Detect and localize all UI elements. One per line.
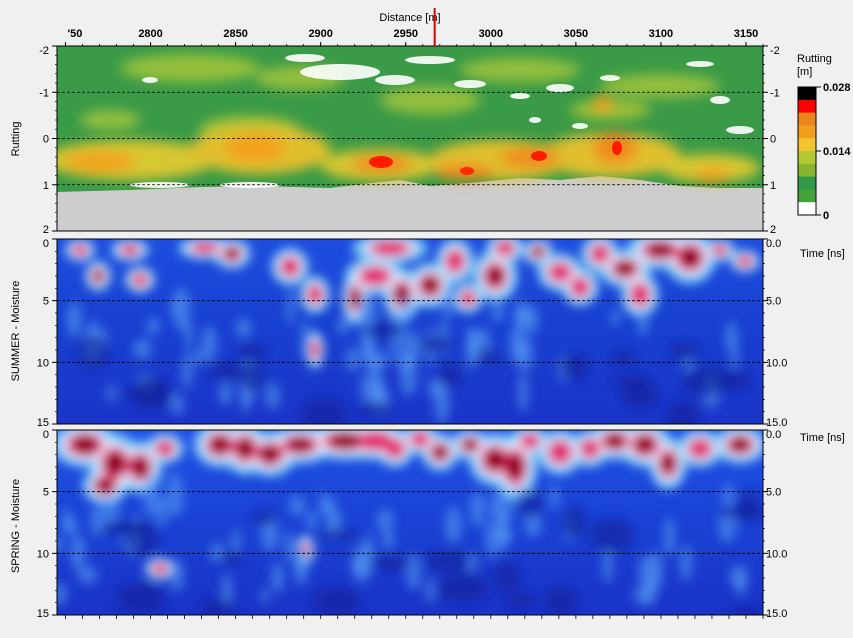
y-tick-label-right: 0 — [770, 134, 776, 146]
distance-axis-label: Distance [m] — [379, 12, 440, 24]
rutting-colorbar: Rutting [m] 0.028 0.014 0 — [797, 53, 851, 222]
colorbar-segment — [798, 87, 816, 101]
rutting-gap — [529, 117, 541, 123]
colorbar-mid-label: 0.014 — [823, 146, 851, 158]
bottom-axis-ticks — [65, 615, 764, 619]
y-tick-label-left: -2 — [39, 45, 49, 57]
rutting-no-data-area — [57, 176, 763, 231]
rutting-gap — [285, 54, 325, 62]
y-tick-label-right: 15.0 — [766, 417, 787, 429]
rutting-gap — [142, 77, 158, 83]
y-tick-label-right: 5.0 — [766, 296, 781, 308]
colorbar-segment — [798, 163, 816, 178]
y-tick-label-right: -2 — [770, 45, 780, 57]
y-tick-label-left: 15 — [37, 417, 49, 429]
colorbar-segment — [798, 99, 816, 114]
y-tick-label-right: 5.0 — [766, 487, 781, 499]
colorbar-title: Rutting — [797, 53, 832, 65]
rutting-hotspots — [369, 141, 622, 175]
colorbar-segment — [798, 151, 816, 165]
colorbar-segment — [798, 189, 816, 203]
rutting-gap — [710, 96, 730, 104]
x-tick-label: 3100 — [649, 28, 673, 40]
rutting-gap — [405, 56, 455, 64]
rutting-gap — [300, 64, 380, 80]
y-tick-label-left: 10 — [37, 548, 49, 560]
x-tick-label: 3000 — [479, 28, 503, 40]
rutting-gap — [375, 75, 415, 85]
y-tick-label-right: 10.0 — [766, 548, 787, 560]
colorbar-max-label: 0.028 — [823, 82, 851, 94]
colorbar-segment — [798, 125, 816, 139]
summer-blobs — [64, 239, 761, 424]
y-tick-label-left: 10 — [37, 357, 49, 369]
x-tick-label: 2950 — [394, 28, 418, 40]
rutting-gap — [454, 80, 486, 88]
colorbar-segment — [798, 176, 816, 190]
rutting-axis-label: Rutting — [10, 122, 22, 157]
colorbar-unit: [m] — [797, 66, 812, 78]
x-tick-label: 2800 — [138, 28, 162, 40]
spring-blobs — [57, 430, 763, 615]
y-tick-label-left: 2 — [43, 224, 49, 236]
x-tick-label: 2850 — [223, 28, 247, 40]
rutting-gap — [600, 75, 620, 81]
spring-axis-label: SPRING - Moisture — [10, 479, 22, 573]
x-tick-label: '50 — [68, 28, 83, 40]
colorbar-segment — [798, 112, 816, 126]
y-tick-label-left: 5 — [43, 487, 49, 499]
rutting-gap — [572, 123, 588, 129]
y-tick-label-left: -1 — [39, 87, 49, 99]
x-tick-label: 2900 — [308, 28, 332, 40]
colorbar-segment — [798, 138, 816, 152]
spring-time-label: Time [ns] — [800, 432, 845, 444]
y-tick-label-right: 0.0 — [766, 429, 781, 441]
colorbar-segment — [798, 202, 816, 216]
rutting-gap — [510, 93, 530, 99]
rutting-panel: -2 -1 0 1 2 -2 -1 0 1 2 Rutting — [10, 45, 780, 236]
summer-time-label: Time [ns] — [800, 248, 845, 260]
y-tick-label-left: 0 — [43, 238, 49, 250]
x-tick-label: 3150 — [734, 28, 758, 40]
y-tick-label-right: 15.0 — [766, 608, 787, 620]
y-tick-label-right: 1 — [770, 180, 776, 192]
y-tick-label-left: 1 — [43, 180, 49, 192]
y-tick-label-left: 0 — [43, 134, 49, 146]
y-tick-label-left: 15 — [37, 608, 49, 620]
x-tick-label: 3050 — [564, 28, 588, 40]
y-tick-label-right: -1 — [770, 87, 780, 99]
y-tick-label-right: 10.0 — [766, 357, 787, 369]
y-tick-label-right: 0.0 — [766, 238, 781, 250]
y-tick-label-left: 0 — [43, 429, 49, 441]
summer-axis-label: SUMMER - Moisture — [10, 281, 22, 382]
colorbar-min-label: 0 — [823, 210, 829, 222]
rutting-gap — [546, 84, 574, 92]
x-axis-ticks: '50 2800 2850 2900 2950 3000 3050 3100 3150 — [65, 28, 764, 46]
rutting-gap — [686, 61, 714, 67]
rutting-gap — [726, 126, 754, 134]
y-tick-label-left: 5 — [43, 296, 49, 308]
y-tick-label-right: 2 — [770, 224, 776, 236]
